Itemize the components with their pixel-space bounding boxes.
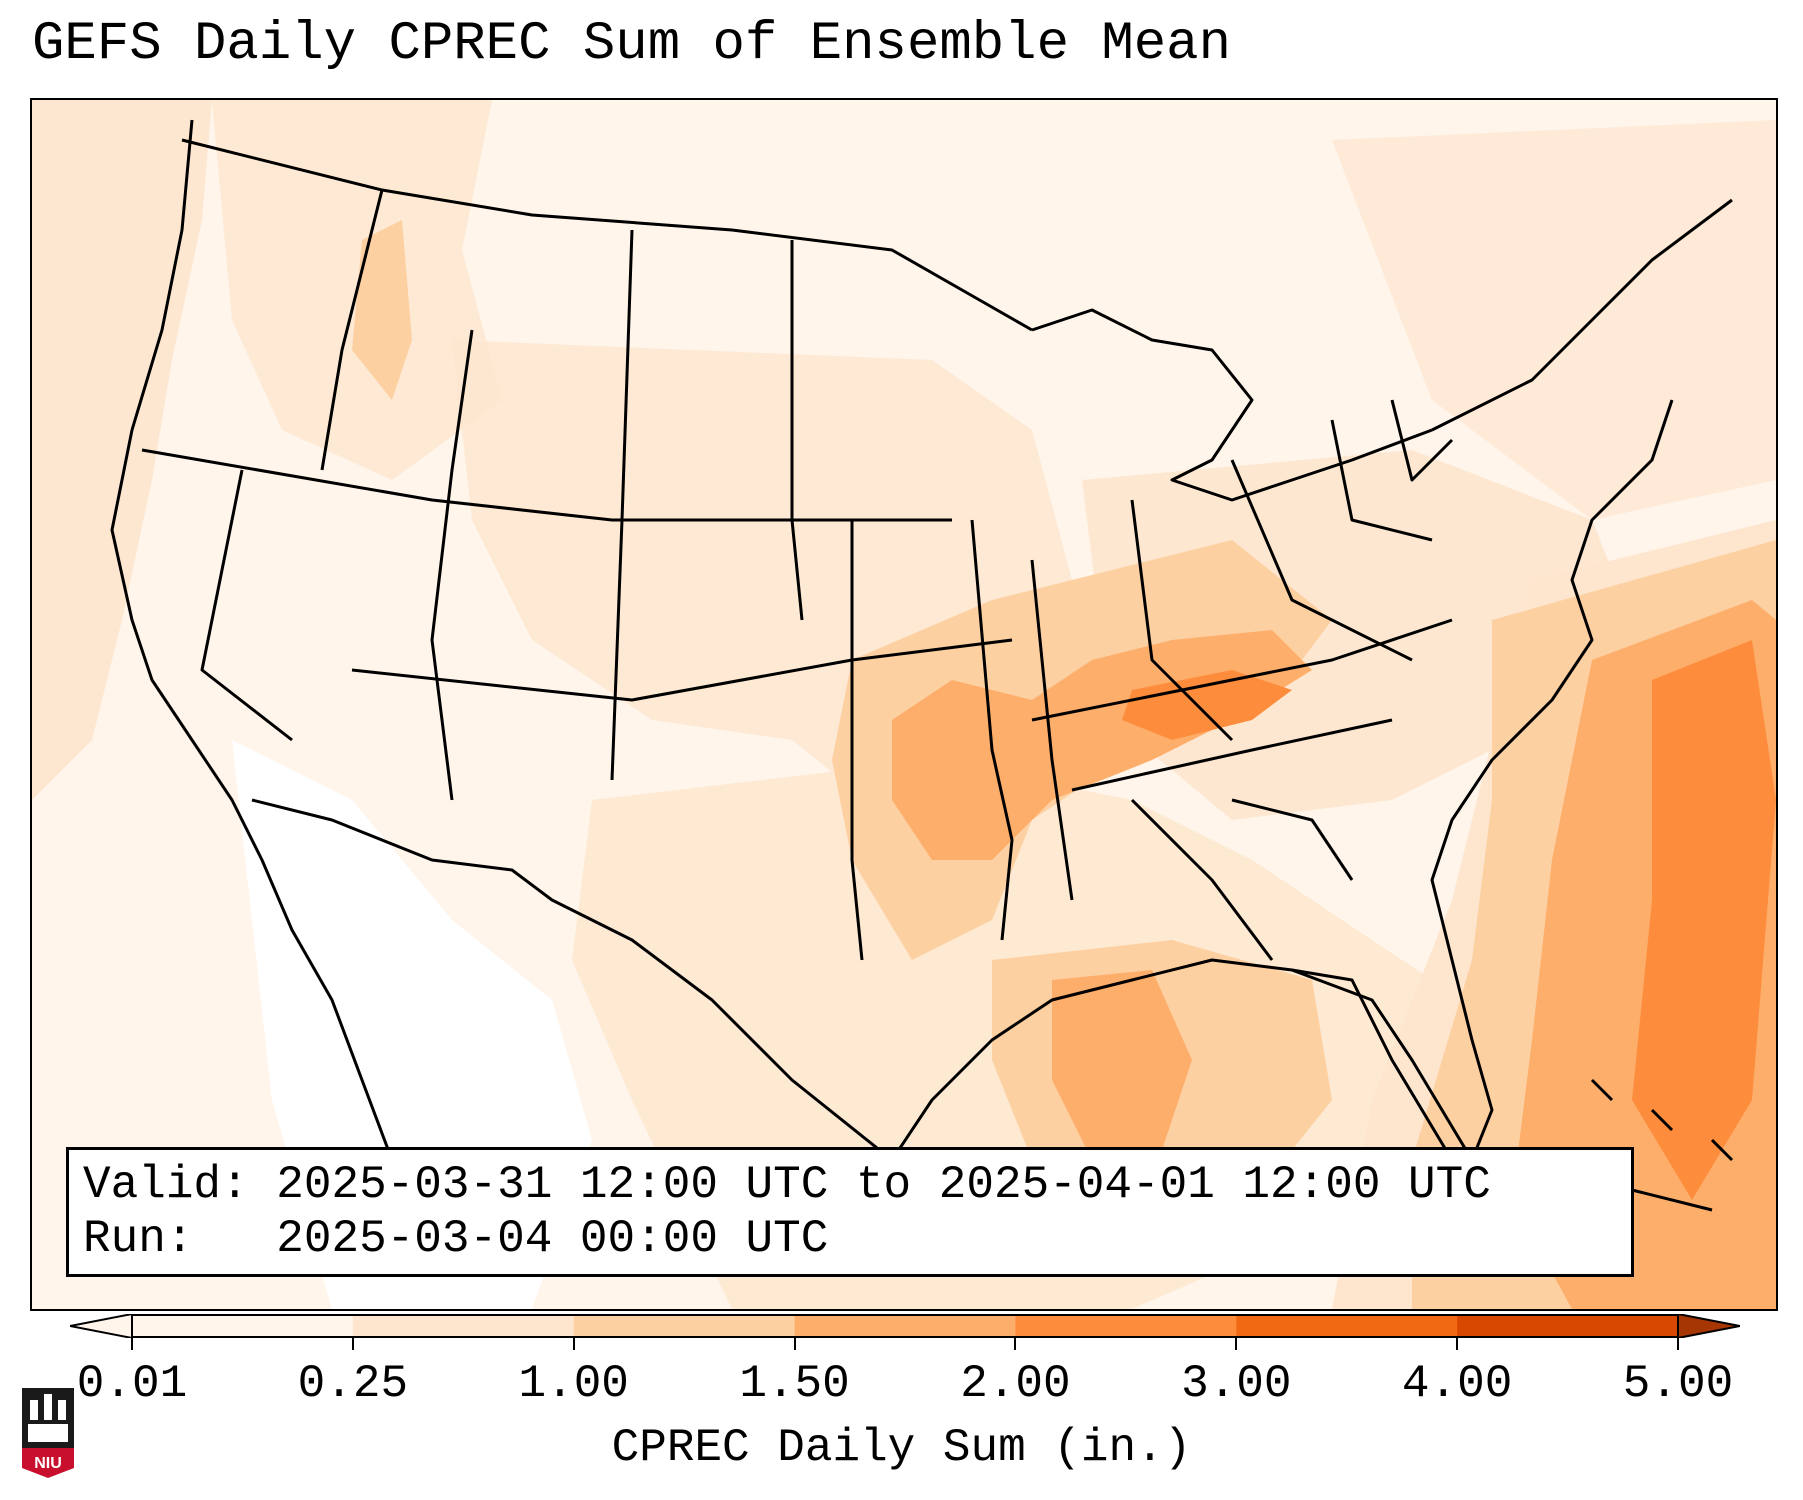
state-lines-n bbox=[1071, 718, 1393, 792]
validity-info-box: Valid: 2025-03-31 12:00 UTC to 2025-04-0… bbox=[66, 1147, 1634, 1277]
state-lines-m bbox=[1031, 618, 1453, 722]
state-lines-f bbox=[790, 240, 804, 621]
state-lines-d bbox=[430, 329, 474, 801]
state-lines-a bbox=[141, 448, 952, 522]
svg-text:NIU: NIU bbox=[34, 1455, 62, 1472]
colorbar-segment bbox=[794, 1314, 1016, 1338]
colorbar-tick-mark bbox=[1235, 1338, 1238, 1350]
colorbar-segment bbox=[573, 1314, 796, 1338]
state-lines-q bbox=[1330, 419, 1433, 542]
precip-heaviest-tn bbox=[1122, 670, 1292, 740]
colorbar-tick-label: 3.00 bbox=[1181, 1358, 1292, 1410]
colorbar-segment bbox=[1457, 1314, 1679, 1338]
colorbar-tick-mark bbox=[1014, 1338, 1017, 1350]
state-lines-e bbox=[610, 229, 634, 781]
colorbar-extend-low bbox=[70, 1314, 133, 1338]
colorbar-tick-mark bbox=[572, 1338, 575, 1350]
east-coastline bbox=[1430, 399, 1674, 1161]
state-lines-g bbox=[351, 638, 1013, 702]
northeast-border bbox=[1431, 198, 1733, 432]
great-lakes-shore bbox=[1031, 308, 1433, 502]
colorbar bbox=[70, 1314, 1740, 1338]
state-lines-i bbox=[970, 519, 1014, 941]
state-lines-o bbox=[1130, 798, 1274, 961]
colorbar-segment bbox=[132, 1314, 354, 1338]
precip-heavy-gulf bbox=[1052, 970, 1192, 1160]
colorbar-tick-label: 1.00 bbox=[518, 1358, 629, 1410]
colorbar-tick-label: 2.00 bbox=[960, 1358, 1071, 1410]
colorbar-tick-label: 5.00 bbox=[1622, 1358, 1734, 1410]
colorbar-extend-high bbox=[1677, 1314, 1740, 1338]
map-panel[interactable] bbox=[30, 98, 1778, 1311]
state-lines-h bbox=[850, 520, 864, 961]
state-lines-b bbox=[200, 469, 293, 742]
colorbar-tick-mark bbox=[1456, 1338, 1459, 1350]
colorbar-tick-label: 0.01 bbox=[76, 1358, 188, 1410]
colorbar-tick-mark bbox=[1677, 1338, 1679, 1350]
state-lines-c bbox=[320, 189, 384, 471]
state-lines-r bbox=[1390, 399, 1454, 482]
state-lines-p bbox=[1231, 798, 1354, 881]
colorbar-segment bbox=[352, 1314, 575, 1338]
colorbar-tick-mark bbox=[351, 1338, 354, 1350]
colorbar-segment bbox=[1236, 1314, 1458, 1338]
precip-heaviest-atlantic bbox=[1632, 640, 1776, 1200]
state-lines-k bbox=[1130, 499, 1234, 742]
colorbar-tick-mark bbox=[793, 1338, 796, 1350]
valid-value: 2025-03-31 12:00 UTC to 2025-04-01 12:00… bbox=[276, 1159, 1491, 1211]
us-mexico-border bbox=[251, 798, 893, 1162]
valid-label: Valid: bbox=[83, 1159, 249, 1211]
bahamas-outline bbox=[1590, 1078, 1734, 1162]
gulf-coastline bbox=[890, 958, 1474, 1240]
colorbar-segment bbox=[1015, 1314, 1237, 1338]
page-title: GEFS Daily CPREC Sum of Ensemble Mean bbox=[32, 14, 1231, 75]
colorbar-tick-label: 1.50 bbox=[739, 1358, 850, 1410]
colorbar-title: CPREC Daily Sum (in.) bbox=[611, 1422, 1192, 1474]
state-lines-l bbox=[1230, 459, 1413, 662]
colorbar-tick-label: 4.00 bbox=[1401, 1358, 1513, 1410]
colorbar-tick-mark bbox=[131, 1338, 133, 1350]
precip-moderate-idaho bbox=[352, 220, 412, 400]
colorbar-tick-label: 0.25 bbox=[297, 1358, 409, 1410]
run-label: Run: bbox=[83, 1213, 194, 1265]
run-value: 2025-03-04 00:00 UTC bbox=[276, 1213, 829, 1265]
boundaries bbox=[110, 119, 1734, 1240]
colorbar-outline bbox=[131, 1314, 1679, 1338]
west-coastline bbox=[110, 119, 394, 1161]
niu-logo: NIU bbox=[20, 1384, 76, 1480]
state-lines-j bbox=[1030, 559, 1074, 901]
precip-light-west bbox=[32, 100, 212, 800]
